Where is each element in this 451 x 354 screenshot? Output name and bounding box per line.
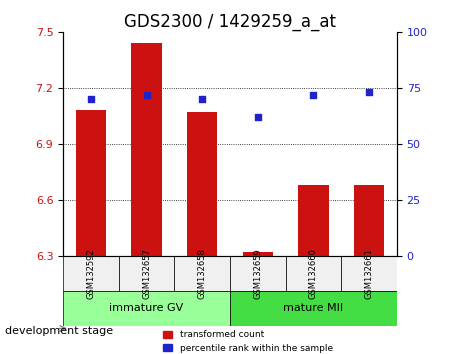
Text: immature GV: immature GV: [110, 303, 184, 313]
Legend: transformed count, percentile rank within the sample: transformed count, percentile rank withi…: [160, 327, 336, 354]
Text: mature MII: mature MII: [283, 303, 344, 313]
Bar: [243, 252, 273, 256]
Text: GSM132660: GSM132660: [309, 248, 318, 299]
Text: GSM132657: GSM132657: [142, 248, 151, 299]
Text: development stage: development stage: [5, 326, 113, 336]
Text: GSM132659: GSM132659: [253, 248, 262, 298]
Point: [198, 96, 206, 102]
Point: [143, 92, 150, 97]
FancyBboxPatch shape: [63, 256, 119, 291]
FancyBboxPatch shape: [285, 256, 341, 291]
Bar: [76, 110, 106, 256]
Bar: [298, 185, 329, 256]
Bar: [354, 185, 384, 256]
FancyBboxPatch shape: [119, 256, 175, 291]
FancyBboxPatch shape: [63, 291, 230, 326]
Bar: [131, 43, 162, 256]
FancyBboxPatch shape: [230, 256, 285, 291]
Bar: [187, 112, 217, 256]
Text: GSM132661: GSM132661: [364, 248, 373, 299]
FancyBboxPatch shape: [230, 291, 397, 326]
Point: [254, 114, 262, 120]
FancyArrowPatch shape: [59, 326, 65, 331]
Title: GDS2300 / 1429259_a_at: GDS2300 / 1429259_a_at: [124, 13, 336, 30]
FancyBboxPatch shape: [341, 256, 397, 291]
Text: GSM132592: GSM132592: [87, 248, 96, 298]
Point: [87, 96, 95, 102]
Text: GSM132658: GSM132658: [198, 248, 207, 299]
FancyBboxPatch shape: [175, 256, 230, 291]
Point: [365, 90, 373, 95]
Point: [310, 92, 317, 97]
